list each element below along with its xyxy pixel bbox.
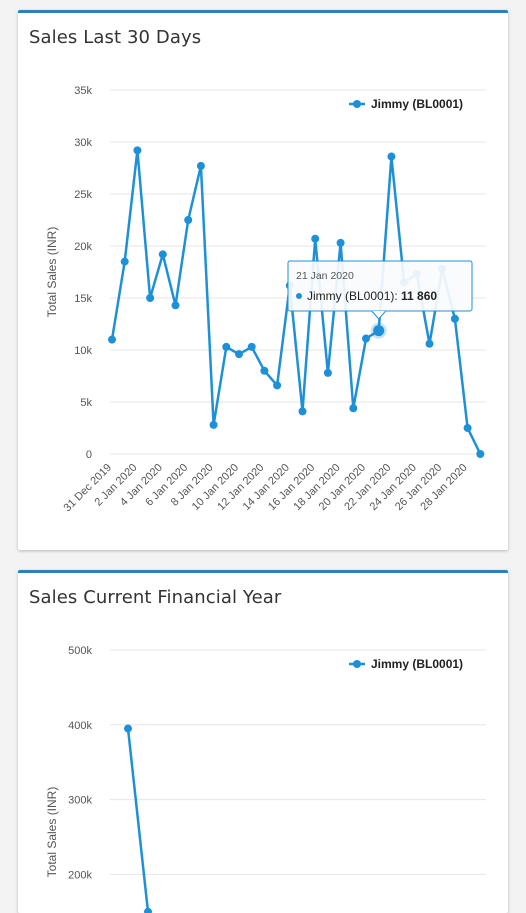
data-point: [235, 350, 243, 359]
data-point: [362, 334, 370, 343]
data-point: [108, 335, 116, 344]
data-point: [260, 366, 269, 375]
data-point: [387, 152, 396, 161]
y-tick-label: 500k: [68, 645, 92, 657]
data-point: [222, 342, 231, 351]
tooltip-pointer: [371, 310, 387, 320]
data-point: [184, 216, 193, 224]
chart-title: Sales Current Financial Year: [29, 587, 282, 608]
tooltip-text: Jimmy (BL0001): 11 860: [307, 289, 437, 303]
legend-marker: [353, 100, 361, 108]
y-tick-label: 15k: [74, 293, 92, 305]
data-point: [171, 301, 180, 310]
y-tick-label: 10k: [74, 345, 92, 357]
y-tick-label: 5k: [80, 397, 92, 409]
legend-label: Jimmy (BL0001): [371, 657, 463, 671]
legend-label: Jimmy (BL0001): [371, 97, 463, 111]
y-tick-label: 0: [86, 449, 92, 461]
data-point: [158, 250, 167, 259]
data-point: [247, 342, 256, 351]
tooltip-series-label: Jimmy (BL0001):: [307, 289, 401, 303]
y-tick-label: 400k: [68, 720, 92, 732]
data-point: [120, 257, 129, 266]
data-point: [124, 724, 132, 733]
tooltip-marker: [296, 293, 302, 299]
data-point: [336, 238, 345, 247]
y-axis-label: Total Sales (INR): [45, 787, 59, 878]
data-point: [209, 420, 218, 429]
legend-marker: [353, 660, 361, 668]
data-point: [323, 368, 332, 377]
data-point: [476, 450, 485, 458]
data-point: [144, 907, 152, 913]
chart-card-last-30-days: Sales Last 30 Days 0 5k 10k 15k 20k 25k 30k 35k…: [18, 10, 508, 550]
chart-title: Sales Last 30 Days: [29, 27, 202, 48]
y-axis-label: Total Sales (INR): [45, 227, 59, 318]
y-tick-label: 30k: [74, 137, 92, 149]
tooltip-value: 11 860: [401, 289, 437, 303]
data-point: [463, 424, 472, 432]
line-chart-financial-year[interactable]: 200k 300k 400k 500k Total Sales (INR) Jimmy (…: [18, 573, 508, 913]
data-point: [425, 339, 434, 348]
series-line: [126, 728, 150, 912]
data-point: [133, 146, 142, 155]
tooltip-box: [287, 260, 473, 312]
data-point: [349, 404, 358, 413]
y-tick-label: 35k: [74, 85, 92, 97]
y-tick-label: 25k: [74, 189, 92, 201]
data-point: [196, 161, 205, 170]
chart-card-financial-year: Sales Current Financial Year 200k 300k 400…: [18, 570, 508, 913]
data-point: [450, 314, 459, 323]
tooltip-date: 21 Jan 2020: [296, 270, 354, 282]
y-tick-label: 300k: [68, 795, 92, 807]
y-tick-label: 20k: [74, 241, 92, 253]
data-point: [273, 381, 282, 390]
data-point: [373, 325, 385, 337]
tooltip: 21 Jan 2020 Jimmy (BL0001): 11 860: [287, 260, 473, 320]
data-point: [146, 294, 155, 302]
data-point: [311, 234, 320, 243]
data-point: [298, 407, 307, 416]
y-tick-label: 200k: [68, 869, 92, 881]
